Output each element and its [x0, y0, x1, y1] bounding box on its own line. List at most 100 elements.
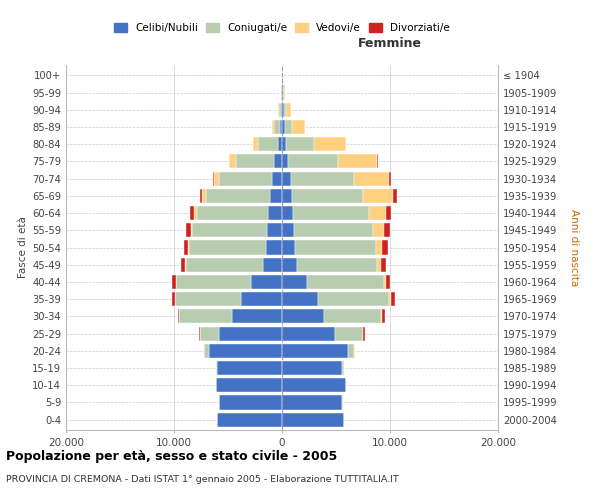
Bar: [286, 137, 314, 152]
Bar: [279, 102, 281, 117]
Bar: [204, 344, 209, 358]
Bar: [383, 275, 386, 289]
Bar: [285, 120, 292, 134]
Y-axis label: Fasce di età: Fasce di età: [18, 216, 28, 278]
Bar: [172, 275, 176, 289]
Bar: [217, 361, 282, 375]
Bar: [282, 154, 289, 168]
Bar: [251, 275, 282, 289]
Bar: [294, 223, 373, 238]
Bar: [282, 361, 343, 375]
Bar: [232, 310, 282, 324]
Bar: [282, 412, 344, 426]
Bar: [178, 310, 179, 324]
Bar: [189, 240, 266, 254]
Bar: [216, 361, 217, 375]
Bar: [382, 258, 386, 272]
Bar: [190, 206, 194, 220]
Bar: [268, 206, 282, 220]
Bar: [281, 102, 282, 117]
Bar: [286, 102, 291, 117]
Bar: [382, 240, 388, 254]
Bar: [373, 223, 383, 238]
Bar: [282, 258, 297, 272]
Bar: [263, 258, 282, 272]
Text: Popolazione per età, sesso e stato civile - 2005: Popolazione per età, sesso e stato civil…: [6, 450, 337, 463]
Bar: [289, 154, 338, 168]
Bar: [377, 154, 378, 168]
Bar: [282, 240, 295, 254]
Bar: [282, 326, 335, 340]
Bar: [214, 172, 220, 185]
Bar: [391, 292, 395, 306]
Bar: [293, 206, 370, 220]
Bar: [213, 172, 214, 185]
Bar: [220, 396, 282, 409]
Bar: [202, 189, 206, 203]
Bar: [280, 120, 282, 134]
Bar: [376, 240, 382, 254]
Bar: [266, 240, 282, 254]
Bar: [282, 396, 343, 409]
Bar: [220, 172, 272, 185]
Bar: [191, 223, 193, 238]
Bar: [292, 189, 363, 203]
Bar: [179, 310, 232, 324]
Bar: [181, 258, 185, 272]
Bar: [229, 154, 236, 168]
Bar: [272, 120, 274, 134]
Bar: [172, 292, 175, 306]
Bar: [283, 86, 285, 100]
Bar: [175, 292, 241, 306]
Text: Femmine: Femmine: [358, 38, 422, 51]
Bar: [281, 86, 282, 100]
Bar: [355, 172, 389, 185]
Bar: [186, 258, 263, 272]
Bar: [324, 310, 382, 324]
Bar: [386, 206, 391, 220]
Legend: Celibi/Nubili, Coniugati/e, Vedovi/e, Divorziati/e: Celibi/Nubili, Coniugati/e, Vedovi/e, Di…: [110, 19, 454, 38]
Bar: [184, 240, 188, 254]
Bar: [194, 206, 197, 220]
Bar: [199, 326, 200, 340]
Bar: [382, 310, 385, 324]
Bar: [314, 137, 346, 152]
Bar: [282, 102, 284, 117]
Bar: [363, 189, 393, 203]
Bar: [383, 223, 390, 238]
Bar: [282, 292, 317, 306]
Bar: [386, 275, 391, 289]
Bar: [216, 378, 282, 392]
Bar: [278, 102, 279, 117]
Bar: [282, 223, 294, 238]
Bar: [282, 86, 283, 100]
Bar: [258, 137, 278, 152]
Bar: [186, 223, 191, 238]
Bar: [295, 240, 376, 254]
Bar: [274, 154, 282, 168]
Bar: [297, 258, 377, 272]
Y-axis label: Anni di nascita: Anni di nascita: [569, 209, 578, 286]
Bar: [343, 361, 344, 375]
Bar: [284, 102, 286, 117]
Bar: [193, 223, 267, 238]
Bar: [377, 258, 382, 272]
Bar: [209, 344, 282, 358]
Bar: [200, 326, 220, 340]
Bar: [200, 189, 202, 203]
Bar: [176, 275, 251, 289]
Bar: [282, 206, 293, 220]
Bar: [282, 378, 346, 392]
Bar: [282, 310, 324, 324]
Bar: [290, 172, 355, 185]
Bar: [282, 189, 292, 203]
Bar: [188, 240, 189, 254]
Bar: [307, 275, 383, 289]
Bar: [370, 206, 386, 220]
Bar: [338, 154, 377, 168]
Bar: [270, 189, 282, 203]
Bar: [282, 172, 290, 185]
Bar: [292, 120, 305, 134]
Bar: [274, 120, 280, 134]
Bar: [267, 223, 282, 238]
